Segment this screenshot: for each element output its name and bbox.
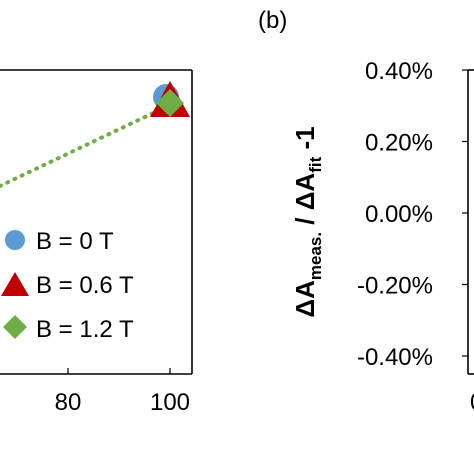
legend-label: B = 0 T — [36, 228, 114, 255]
legend-item: B = 0 T — [5, 228, 114, 255]
y-tick-label: -0.20% — [357, 273, 433, 300]
legend-item: B = 1.2 T — [3, 315, 134, 343]
left-panel-x-ticks: 80 100 — [55, 368, 190, 416]
y-tick-label: 0.00% — [365, 201, 433, 228]
legend-label: B = 0.6 T — [36, 272, 134, 299]
legend-diamond-marker — [3, 315, 27, 339]
legend-circle-marker — [5, 230, 25, 250]
legend: B = 0 T B = 0.6 T B = 1.2 T — [1, 228, 134, 343]
x-tick-label: 0 — [470, 389, 474, 416]
y-axis-title: ΔAmeas. / ΔAfit -1 — [290, 126, 325, 317]
x-tick-label: 100 — [150, 389, 190, 416]
y-tick-label: 0.20% — [365, 130, 433, 157]
right-panel-y-ticks: 0.40% 0.20% 0.00% -0.20% -0.40% — [357, 58, 468, 371]
legend-triangle-marker — [1, 272, 29, 296]
data-point-b12 — [156, 89, 184, 117]
fit-line — [0, 103, 172, 188]
left-panel: 80 100 B = 0 T B = 0.6 T B = 1.2 T — [0, 69, 193, 416]
legend-label: B = 1.2 T — [36, 316, 134, 343]
panel-label: (b) — [258, 7, 287, 34]
x-tick-label: 80 — [55, 389, 82, 416]
y-tick-label: 0.40% — [365, 58, 433, 85]
y-tick-label: -0.40% — [357, 344, 433, 371]
right-panel: (b) ΔAmeas. / ΔAfit -1 0.40% 0.20% 0.00% -0… — [258, 7, 474, 416]
legend-item: B = 0.6 T — [1, 272, 134, 299]
